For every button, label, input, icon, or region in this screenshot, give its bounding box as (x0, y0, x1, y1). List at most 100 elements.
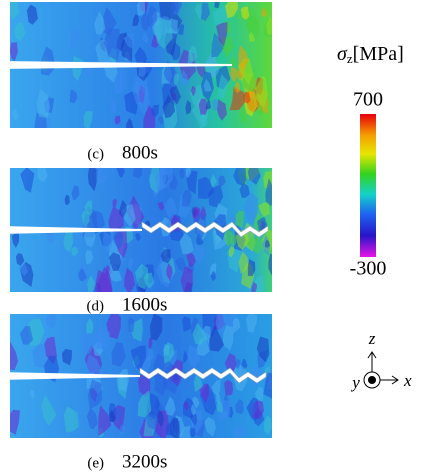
texture-cell (113, 68, 128, 95)
texture-cell (20, 168, 35, 193)
texture-cell (250, 366, 263, 388)
texture-cell (192, 322, 207, 345)
texture-cell (182, 189, 192, 207)
texture-cell (187, 49, 194, 65)
panel-time: 3200s (122, 451, 167, 472)
texture-cell (264, 415, 272, 435)
texture-cell (87, 274, 97, 292)
texture-cell (45, 314, 58, 329)
arrow-head (391, 375, 399, 385)
texture-cell (193, 372, 204, 392)
texture-cell (148, 337, 153, 349)
panel-label: (d) (87, 298, 105, 314)
panel-time: 800s (122, 142, 158, 163)
texture-cell (212, 4, 228, 25)
texture-cell (141, 31, 149, 44)
texture-cell (84, 200, 93, 217)
texture-cell (235, 210, 244, 228)
texture-cell (103, 7, 117, 36)
texture-cell (64, 194, 70, 206)
texture-cell (158, 115, 165, 125)
texture-cell (19, 325, 34, 345)
texture-cell (229, 66, 239, 83)
texture-cell (175, 256, 186, 272)
texture-cell (211, 379, 221, 396)
texture-cell (240, 6, 250, 20)
symbol: σ (337, 43, 348, 65)
texture-cell (248, 399, 256, 416)
texture-cell (11, 108, 19, 121)
texture-cell (256, 104, 264, 116)
axis-y: y (350, 373, 360, 392)
texture-cell (131, 81, 151, 115)
texture-cell (252, 400, 264, 420)
texture-cell (179, 425, 191, 438)
texture-cell (199, 383, 210, 404)
texture-cell (135, 232, 141, 242)
crack (10, 226, 142, 234)
texture-cell (186, 252, 196, 268)
texture-cell (85, 249, 94, 265)
texture-cell (41, 394, 57, 426)
texture-cell (229, 86, 245, 111)
texture-cell (210, 174, 218, 187)
texture-cell (238, 45, 249, 70)
texture-cell (255, 76, 268, 108)
texture-cell (198, 176, 215, 200)
zigzag-crack (139, 367, 267, 384)
texture-cell (63, 406, 79, 433)
texture-cell (193, 242, 206, 265)
texture-cell (218, 175, 226, 187)
texture-cell (256, 336, 270, 363)
texture-cell (216, 99, 227, 121)
texture-cell (178, 24, 185, 35)
texture-cell (212, 98, 219, 111)
texture-cell (109, 99, 117, 115)
panel-label: (c) (87, 146, 104, 162)
texture-cell (171, 2, 182, 15)
texture-cell (130, 345, 147, 371)
texture-cell (86, 317, 94, 334)
texture-cell (63, 227, 74, 253)
texture-cell (234, 80, 241, 94)
texture-cell (71, 185, 80, 200)
texture-cell (214, 2, 220, 9)
texture-cell (157, 202, 165, 211)
texture-cell (196, 63, 206, 78)
texture-cell (215, 314, 228, 335)
texture-cell (123, 32, 135, 49)
texture-cell (185, 168, 192, 178)
simulation-panel (10, 2, 272, 128)
texture-cell (36, 88, 50, 118)
colorbar-min: -300 (350, 258, 387, 280)
texture-cell (156, 409, 165, 428)
texture-cell (165, 396, 176, 416)
texture-cell (192, 207, 199, 218)
texture-cell (192, 396, 200, 409)
texture-cell (78, 268, 87, 282)
texture-cell (217, 74, 228, 99)
texture-cell (113, 227, 125, 250)
arrow-head (367, 351, 377, 359)
panel-label: (e) (87, 455, 104, 471)
colorbar-max: 700 (353, 89, 383, 111)
texture-cell (94, 269, 113, 292)
texture-cell (135, 263, 149, 290)
texture-cell (71, 246, 79, 257)
unit: [MPa] (353, 43, 404, 65)
texture-cell (29, 389, 35, 400)
texture-cell (14, 22, 26, 42)
texture-cell (83, 111, 93, 128)
texture-cell (183, 400, 189, 412)
simulation-panel (10, 314, 272, 438)
texture-cell (79, 329, 95, 355)
texture-cell (187, 344, 201, 368)
texture-cell (70, 27, 80, 51)
texture-cell (140, 13, 150, 32)
texture-cell (155, 168, 173, 193)
texture-cell (196, 233, 204, 246)
texture-cell (11, 233, 20, 248)
axes-icon (363, 351, 399, 389)
texture-cell (26, 4, 38, 25)
